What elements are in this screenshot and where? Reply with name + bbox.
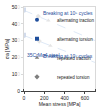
svg-text:200: 200 — [11, 54, 21, 61]
svg-text:alternating traction: alternating traction — [57, 18, 95, 23]
svg-text:alternating torsion: alternating torsion — [57, 37, 93, 42]
svg-text:600: 600 — [81, 95, 90, 101]
svg-text:0: 0 — [17, 87, 21, 94]
svg-text:σa [MPa]: σa [MPa] — [4, 38, 10, 59]
svg-text:0: 0 — [23, 95, 26, 101]
svg-text:Breaking at 10⁵ cycles: Breaking at 10⁵ cycles — [43, 10, 93, 16]
svg-text:35CrMo4 steel: 35CrMo4 steel — [27, 52, 60, 58]
svg-text:400: 400 — [11, 20, 21, 27]
svg-text:400: 400 — [60, 95, 69, 101]
svg-text:100: 100 — [11, 70, 21, 77]
svg-text:300: 300 — [11, 37, 21, 44]
svg-text:repeated traction: repeated traction — [57, 56, 91, 61]
svg-text:repeated torsion: repeated torsion — [57, 75, 90, 80]
svg-text:Mean stress [MPa]: Mean stress [MPa] — [39, 101, 81, 107]
svg-text:Breaking at 10⁷ cycles: Breaking at 10⁷ cycles — [43, 53, 93, 59]
svg-text:200: 200 — [40, 95, 49, 101]
svg-text:500: 500 — [11, 3, 21, 10]
